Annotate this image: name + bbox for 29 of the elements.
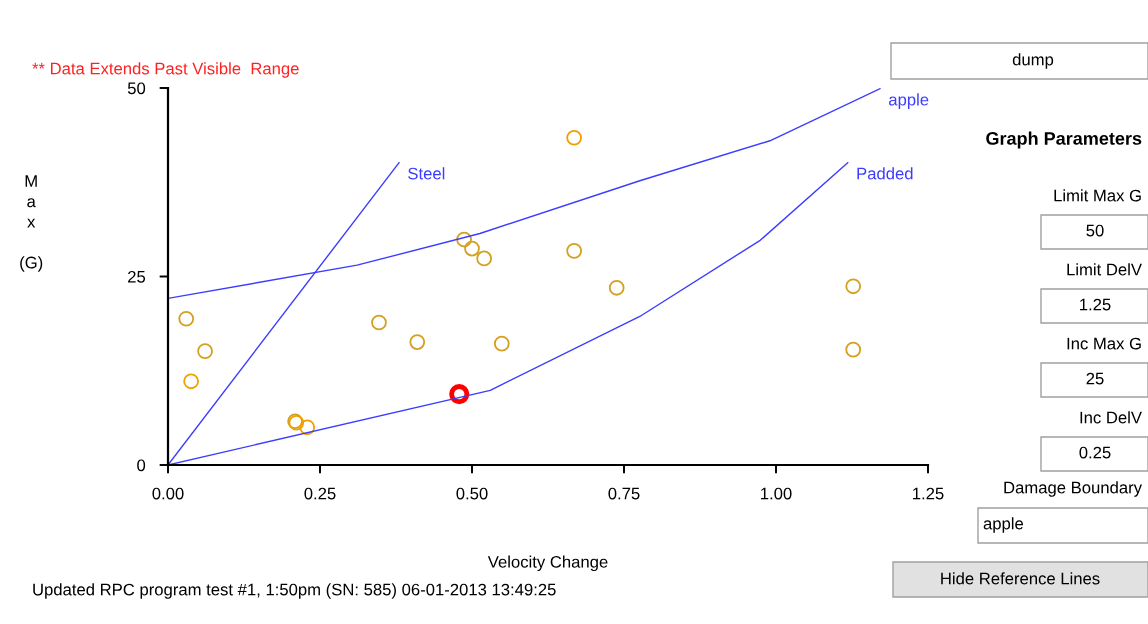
x-tick-label: 1.00: [761, 487, 792, 500]
x-tick-label: 1.25: [913, 487, 944, 500]
series-label: Steel: [408, 167, 445, 180]
text: apple: [983, 517, 1024, 533]
y-tick-label: 50: [127, 82, 146, 95]
text: Inc Max G: [1067, 337, 1141, 350]
x-tick-label: 0.00: [152, 487, 184, 500]
x-axis-title: Velocity Change: [487, 555, 608, 572]
series-label: apple: [889, 93, 929, 109]
text: 1.25: [1080, 298, 1111, 311]
text: ** Data Extends Past Visible Range: [32, 62, 299, 78]
text: 50: [1086, 224, 1104, 237]
y-tick-label: 0: [137, 459, 146, 472]
y-tick-label: 25: [128, 270, 146, 283]
text: 0.25: [1079, 446, 1111, 459]
text: Graph Parameters: [986, 131, 1142, 149]
text: 25: [1086, 372, 1104, 385]
text: Hide Reference Lines: [941, 572, 1100, 585]
text: Updated RPC program test #1, 1:50pm (SN: 585) 06-01-2013 13:49:25: [33, 583, 556, 599]
series-label: Padded: [857, 167, 913, 180]
text: Limit DelV: [1067, 263, 1142, 276]
text: Max (G): [20, 175, 43, 272]
text: Damage Boundary: [1004, 481, 1142, 497]
text: Inc DelV: [1080, 411, 1142, 424]
x-tick-label: 0.75: [608, 487, 640, 500]
x-tick-label: 0.50: [456, 487, 488, 500]
text: dump: [1012, 53, 1054, 69]
x-tick-label: 0.25: [304, 487, 336, 500]
text: Limit Max G: [1054, 189, 1141, 202]
